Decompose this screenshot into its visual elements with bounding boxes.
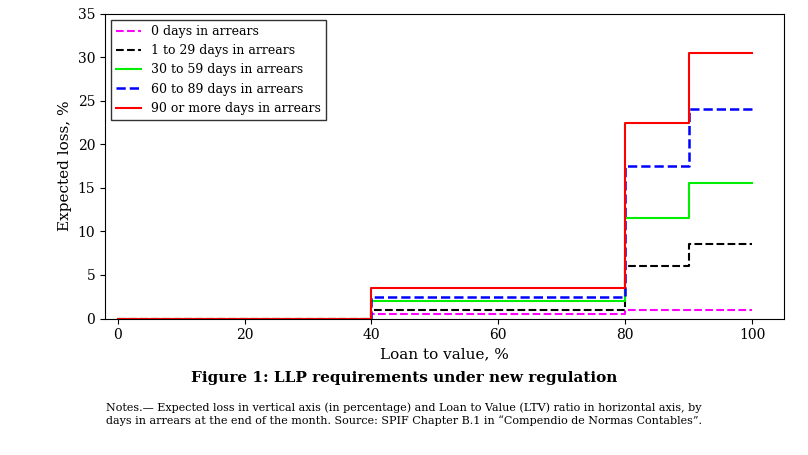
60 to 89 days in arrears [113,316,123,321]
X-axis label: Loan to value, %: Loan to value, % [380,348,509,362]
1 to 29 days in arrears [684,263,693,269]
60 to 89 days in arrears [684,107,693,112]
90 or more days in arrears [621,120,630,125]
90 or more days in arrears [367,316,377,321]
0 days in arrears [367,311,377,317]
60 to 89 days in arrears [367,294,377,299]
1 to 29 days in arrears [367,307,377,313]
1 to 29 days in arrears [621,307,630,313]
Line: 90 or more days in arrears: 90 or more days in arrears [118,53,752,318]
30 to 59 days in arrears [113,316,123,321]
Line: 60 to 89 days in arrears: 60 to 89 days in arrears [118,110,752,318]
Text: Figure 1: LLP requirements under new regulation: Figure 1: LLP requirements under new reg… [191,371,617,385]
90 or more days in arrears [621,285,630,291]
0 days in arrears [113,316,123,321]
1 to 29 days in arrears [621,263,630,269]
1 to 29 days in arrears [113,316,123,321]
30 to 59 days in arrears [684,181,693,186]
Legend: 0 days in arrears, 1 to 29 days in arrears, 30 to 59 days in arrears, 60 to 89 d: 0 days in arrears, 1 to 29 days in arrea… [112,20,326,120]
30 to 59 days in arrears [684,216,693,221]
0 days in arrears [747,307,757,313]
30 to 59 days in arrears [621,298,630,304]
60 to 89 days in arrears [684,163,693,169]
1 to 29 days in arrears [747,242,757,247]
0 days in arrears [367,316,377,321]
Y-axis label: Expected loss, %: Expected loss, % [58,101,72,232]
1 to 29 days in arrears [367,316,377,321]
Line: 30 to 59 days in arrears: 30 to 59 days in arrears [118,183,752,318]
0 days in arrears [621,307,630,313]
60 to 89 days in arrears [621,163,630,169]
60 to 89 days in arrears [621,294,630,299]
90 or more days in arrears [113,316,123,321]
60 to 89 days in arrears [747,107,757,112]
90 or more days in arrears [367,285,377,291]
30 to 59 days in arrears [747,181,757,186]
60 to 89 days in arrears [367,316,377,321]
90 or more days in arrears [684,50,693,56]
30 to 59 days in arrears [621,216,630,221]
0 days in arrears [621,311,630,317]
90 or more days in arrears [747,50,757,56]
90 or more days in arrears [684,120,693,125]
1 to 29 days in arrears [684,242,693,247]
Text: Notes.— Expected loss in vertical axis (in percentage) and Loan to Value (LTV) r: Notes.— Expected loss in vertical axis (… [106,403,702,426]
30 to 59 days in arrears [367,298,377,304]
Line: 1 to 29 days in arrears: 1 to 29 days in arrears [118,244,752,318]
Line: 0 days in arrears: 0 days in arrears [118,310,752,318]
30 to 59 days in arrears [367,316,377,321]
